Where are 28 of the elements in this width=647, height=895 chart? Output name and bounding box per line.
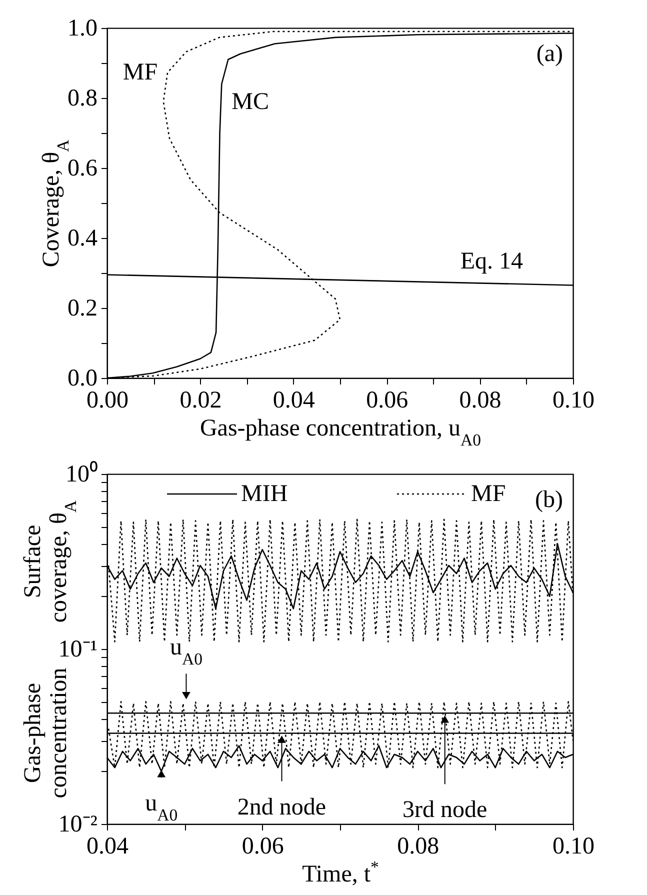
x-axis-title: Gas-phase concentration, u$_{A0}$ xyxy=(200,416,482,449)
legend-label: MIH xyxy=(241,481,288,507)
y-tick-label: 0.8 xyxy=(68,86,98,112)
x-tick-label: 0.06 xyxy=(242,834,284,860)
annotation: (b) xyxy=(535,487,563,513)
legend-label: MF xyxy=(471,481,506,507)
x-tick-label: 0.04 xyxy=(272,388,315,414)
y-tick-label: 1.0 xyxy=(68,16,98,42)
series-label: MF xyxy=(122,59,158,86)
annotation: u$_{A0}$ xyxy=(170,634,202,668)
x-tick-label: 0.06 xyxy=(366,388,408,414)
annotation: u$_{A0}$ xyxy=(145,790,178,824)
annotation: 2nd node xyxy=(237,794,326,820)
x-tick-label: 0.10 xyxy=(552,388,594,414)
x-tick-label: 0.02 xyxy=(180,388,222,414)
x-tick-label: 0.08 xyxy=(397,834,440,860)
y-tick-label: 10⁻¹ xyxy=(58,636,98,662)
text: Gas-phase concentration xyxy=(20,668,72,798)
series-label: MC xyxy=(232,89,269,115)
annotation: 3rd node xyxy=(402,797,488,824)
y-tick-label: 10⁰ xyxy=(66,460,98,488)
annotation: (a) xyxy=(536,41,563,67)
x-axis-title: Time, t$^{*}$ xyxy=(302,857,379,888)
x-tick-label: 0.08 xyxy=(459,388,502,414)
x-tick-label: 0.10 xyxy=(552,834,594,860)
y-tick-label: 0.6 xyxy=(68,156,98,182)
series-label: Eq. 14 xyxy=(460,248,523,274)
y-tick-label: 0.2 xyxy=(68,296,98,322)
